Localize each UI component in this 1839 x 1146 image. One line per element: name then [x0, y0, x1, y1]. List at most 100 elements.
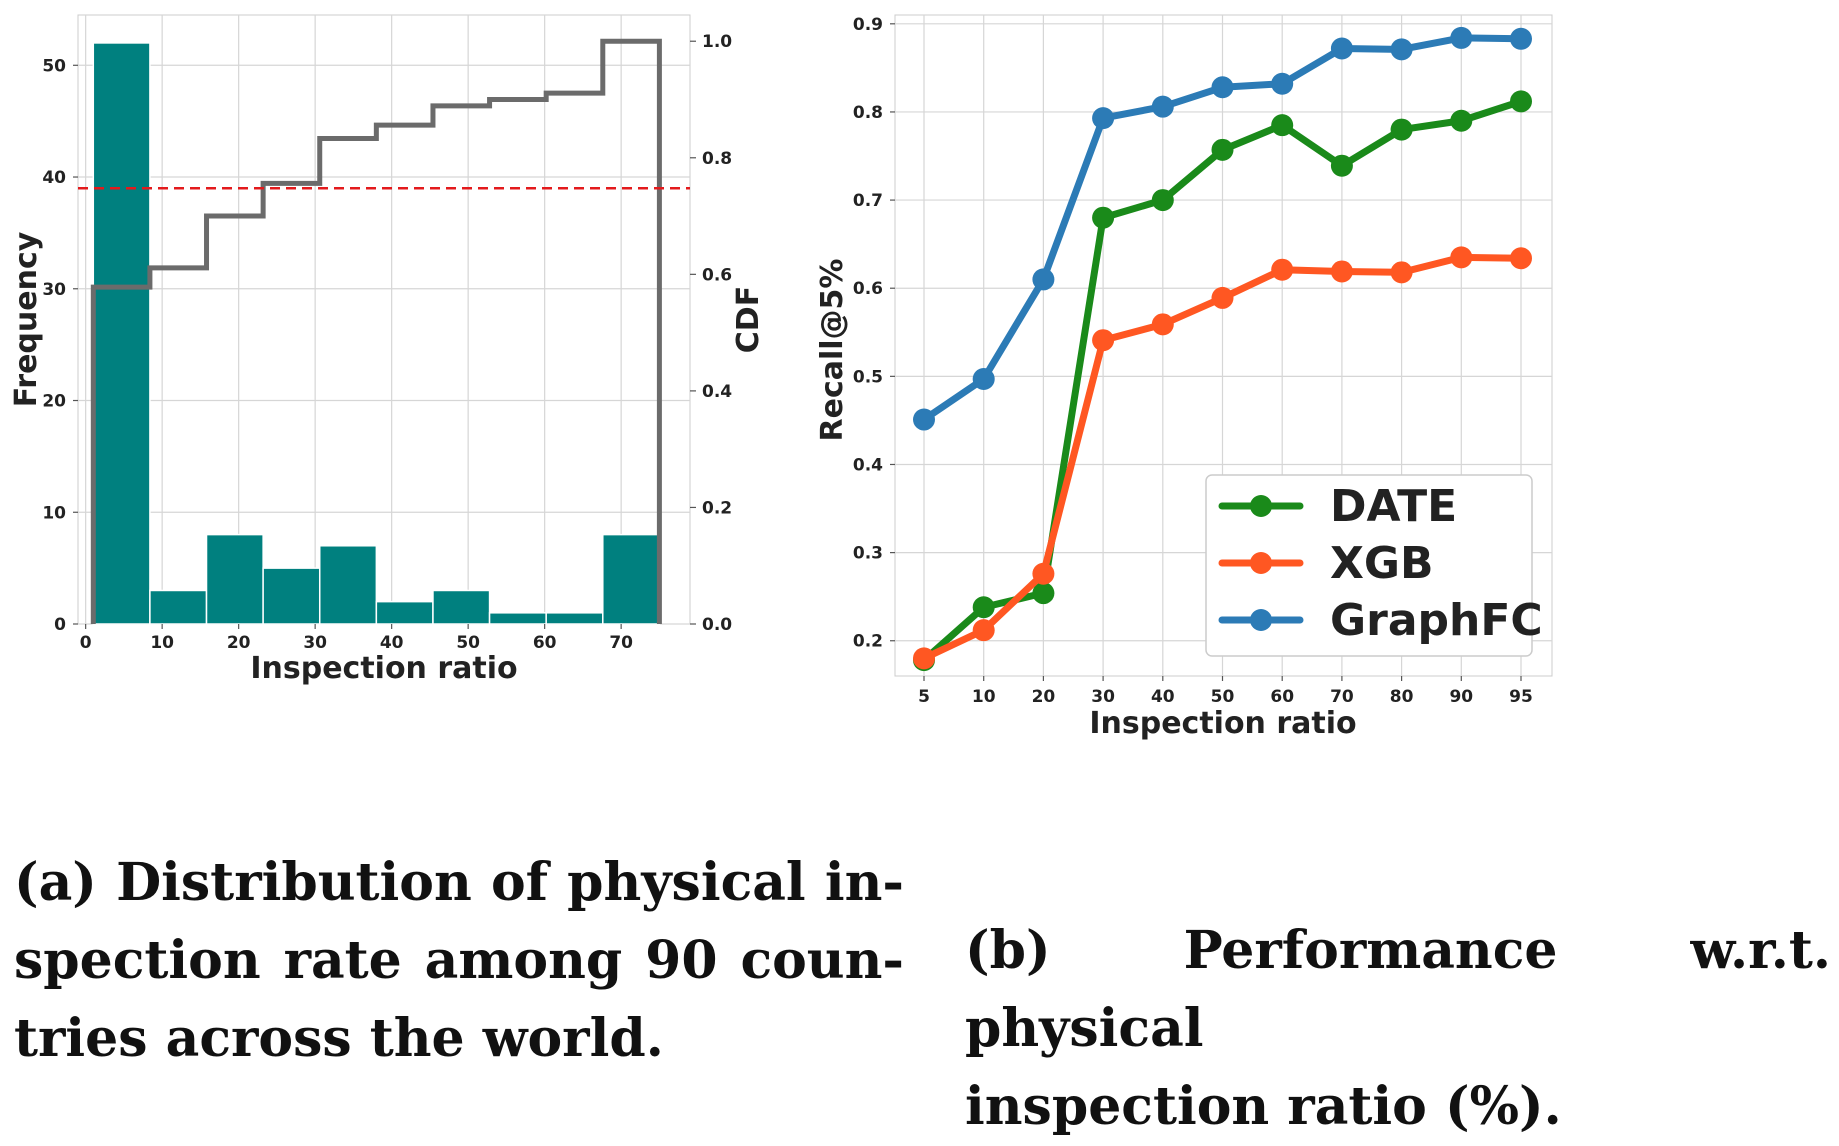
histogram-bar	[545, 612, 604, 625]
data-point	[1390, 38, 1413, 61]
x-tick-label: 70	[1330, 687, 1354, 707]
legend-marker	[1250, 609, 1272, 631]
legend-entry-graphfc: GraphFC	[1218, 595, 1543, 646]
data-point	[1450, 26, 1473, 49]
data-point	[1092, 206, 1115, 229]
data-point	[1510, 27, 1532, 50]
x-tick-label: 40	[380, 633, 404, 653]
x-tick-label: 10	[972, 687, 996, 707]
caption-a-line-1: (a) Distribution of physical in-	[14, 852, 904, 913]
x-tick-label: 30	[303, 633, 327, 653]
data-point	[1211, 138, 1234, 161]
line-y-ticks: 0.2 0.3 0.4 0.5 0.6 0.7 0.8 0.9	[853, 15, 895, 652]
histogram-x-axis-label: Inspection ratio	[250, 651, 517, 686]
line-series	[913, 26, 1532, 672]
x-tick-label: 50	[456, 633, 480, 653]
cdf-tick-label: 0.6	[702, 265, 732, 285]
x-tick-label: 95	[1509, 687, 1533, 707]
caption-a-line-2: spection rate among 90 coun-	[14, 930, 904, 991]
histogram-plot-area	[77, 14, 691, 625]
data-point	[1271, 72, 1294, 95]
x-tick-label: 70	[609, 633, 633, 653]
y-tick-label: 0.4	[853, 455, 883, 475]
data-point	[972, 596, 995, 619]
legend-entry-xgb: XGB	[1218, 538, 1434, 589]
cdf-tick-label: 0.2	[702, 498, 732, 518]
x-tick-label: 0	[80, 633, 92, 653]
histogram-bar	[375, 600, 434, 625]
x-tick-label: 20	[227, 633, 251, 653]
data-point	[913, 408, 935, 431]
line-chart: 5 10 20 30 40 50 60 70 80 90 95 0.2 0.3 0.4 0.5 0.6 0.7…	[815, 14, 1553, 741]
x-tick-label: 80	[1390, 687, 1414, 707]
y-tick-label: 20	[42, 392, 66, 412]
histogram-bar	[92, 42, 151, 625]
data-point	[972, 367, 995, 390]
histogram-bars	[92, 42, 661, 625]
figure: 0 10 20 30 40 50 60 70 0 10 20 30 40 50 0.0 0.2 0.4 0.6…	[9, 14, 1553, 741]
data-point	[1032, 582, 1055, 605]
data-point	[1330, 154, 1353, 177]
x-tick-label: 90	[1449, 687, 1473, 707]
cdf-tick-label: 1.0	[702, 32, 732, 52]
data-point	[1092, 329, 1115, 352]
cdf-axis-ticks: 0.0 0.2 0.4 0.6 0.8 1.0	[690, 32, 732, 635]
series-graphfc	[913, 26, 1532, 431]
histogram-bar	[262, 567, 321, 625]
line-y-axis-label: Recall@5%	[815, 259, 850, 442]
x-tick-label: 60	[533, 633, 557, 653]
legend-label: DATE	[1330, 481, 1457, 532]
data-point	[913, 647, 935, 670]
cdf-tick-label: 0.8	[702, 149, 732, 169]
cdf-tick-label: 0.0	[702, 615, 732, 635]
data-point	[1151, 95, 1174, 118]
y-tick-label: 50	[42, 56, 66, 76]
x-tick-label: 60	[1270, 687, 1294, 707]
data-point	[1211, 286, 1234, 309]
x-tick-label: 30	[1091, 687, 1115, 707]
caption-b: (b) Performance w.r.t. physical inspecti…	[965, 912, 1831, 1146]
series-xgb	[913, 246, 1532, 670]
data-point	[1510, 247, 1532, 270]
data-point	[1330, 37, 1353, 60]
cdf-axis-label: CDF	[731, 286, 766, 353]
legend: DATE XGB GraphFC	[1205, 474, 1543, 657]
y-tick-label: 40	[42, 168, 66, 188]
data-point	[1271, 258, 1294, 281]
histogram-y-ticks: 0 10 20 30 40 50	[42, 56, 78, 635]
data-point	[1211, 76, 1234, 99]
data-point	[1450, 246, 1473, 269]
data-point	[972, 619, 995, 642]
histogram-bar	[432, 589, 491, 625]
histogram-bar	[602, 533, 661, 625]
data-point	[1151, 313, 1174, 336]
data-point	[1271, 114, 1294, 137]
y-tick-label: 0.3	[853, 544, 883, 564]
y-tick-label: 0.7	[853, 191, 883, 211]
histogram-bar	[149, 589, 208, 625]
data-point	[1151, 189, 1174, 212]
data-point	[1092, 107, 1115, 130]
histogram-x-ticks: 0 10 20 30 40 50 60 70	[80, 624, 633, 653]
histogram-bar	[205, 533, 264, 625]
legend-label: GraphFC	[1330, 595, 1543, 646]
caption-b-line-2: inspection ratio (%).	[965, 1076, 1562, 1137]
cdf-tick-label: 0.4	[702, 382, 732, 402]
line-x-axis-label: Inspection ratio	[1089, 706, 1356, 741]
x-tick-label: 10	[150, 633, 174, 653]
data-point	[1390, 118, 1413, 141]
y-tick-label: 10	[42, 503, 66, 523]
y-tick-label: 0.6	[853, 279, 883, 299]
x-tick-label: 50	[1211, 687, 1235, 707]
y-tick-label: 30	[42, 280, 66, 300]
line-x-ticks: 5 10 20 30 40 50 60 70 80 90 95	[918, 676, 1533, 707]
y-tick-label: 0.5	[853, 367, 883, 387]
y-tick-label: 0.9	[853, 15, 883, 35]
caption-a: (a) Distribution of physical in- spectio…	[14, 844, 904, 1078]
caption-b-line-1: (b) Performance w.r.t. physical	[965, 920, 1831, 1059]
data-point	[1330, 260, 1353, 283]
data-point	[1450, 109, 1473, 132]
cdf-step-line	[90, 38, 662, 624]
histogram-chart: 0 10 20 30 40 50 60 70 0 10 20 30 40 50 0.0 0.2 0.4 0.6…	[9, 14, 766, 686]
y-tick-label: 0	[54, 615, 66, 635]
